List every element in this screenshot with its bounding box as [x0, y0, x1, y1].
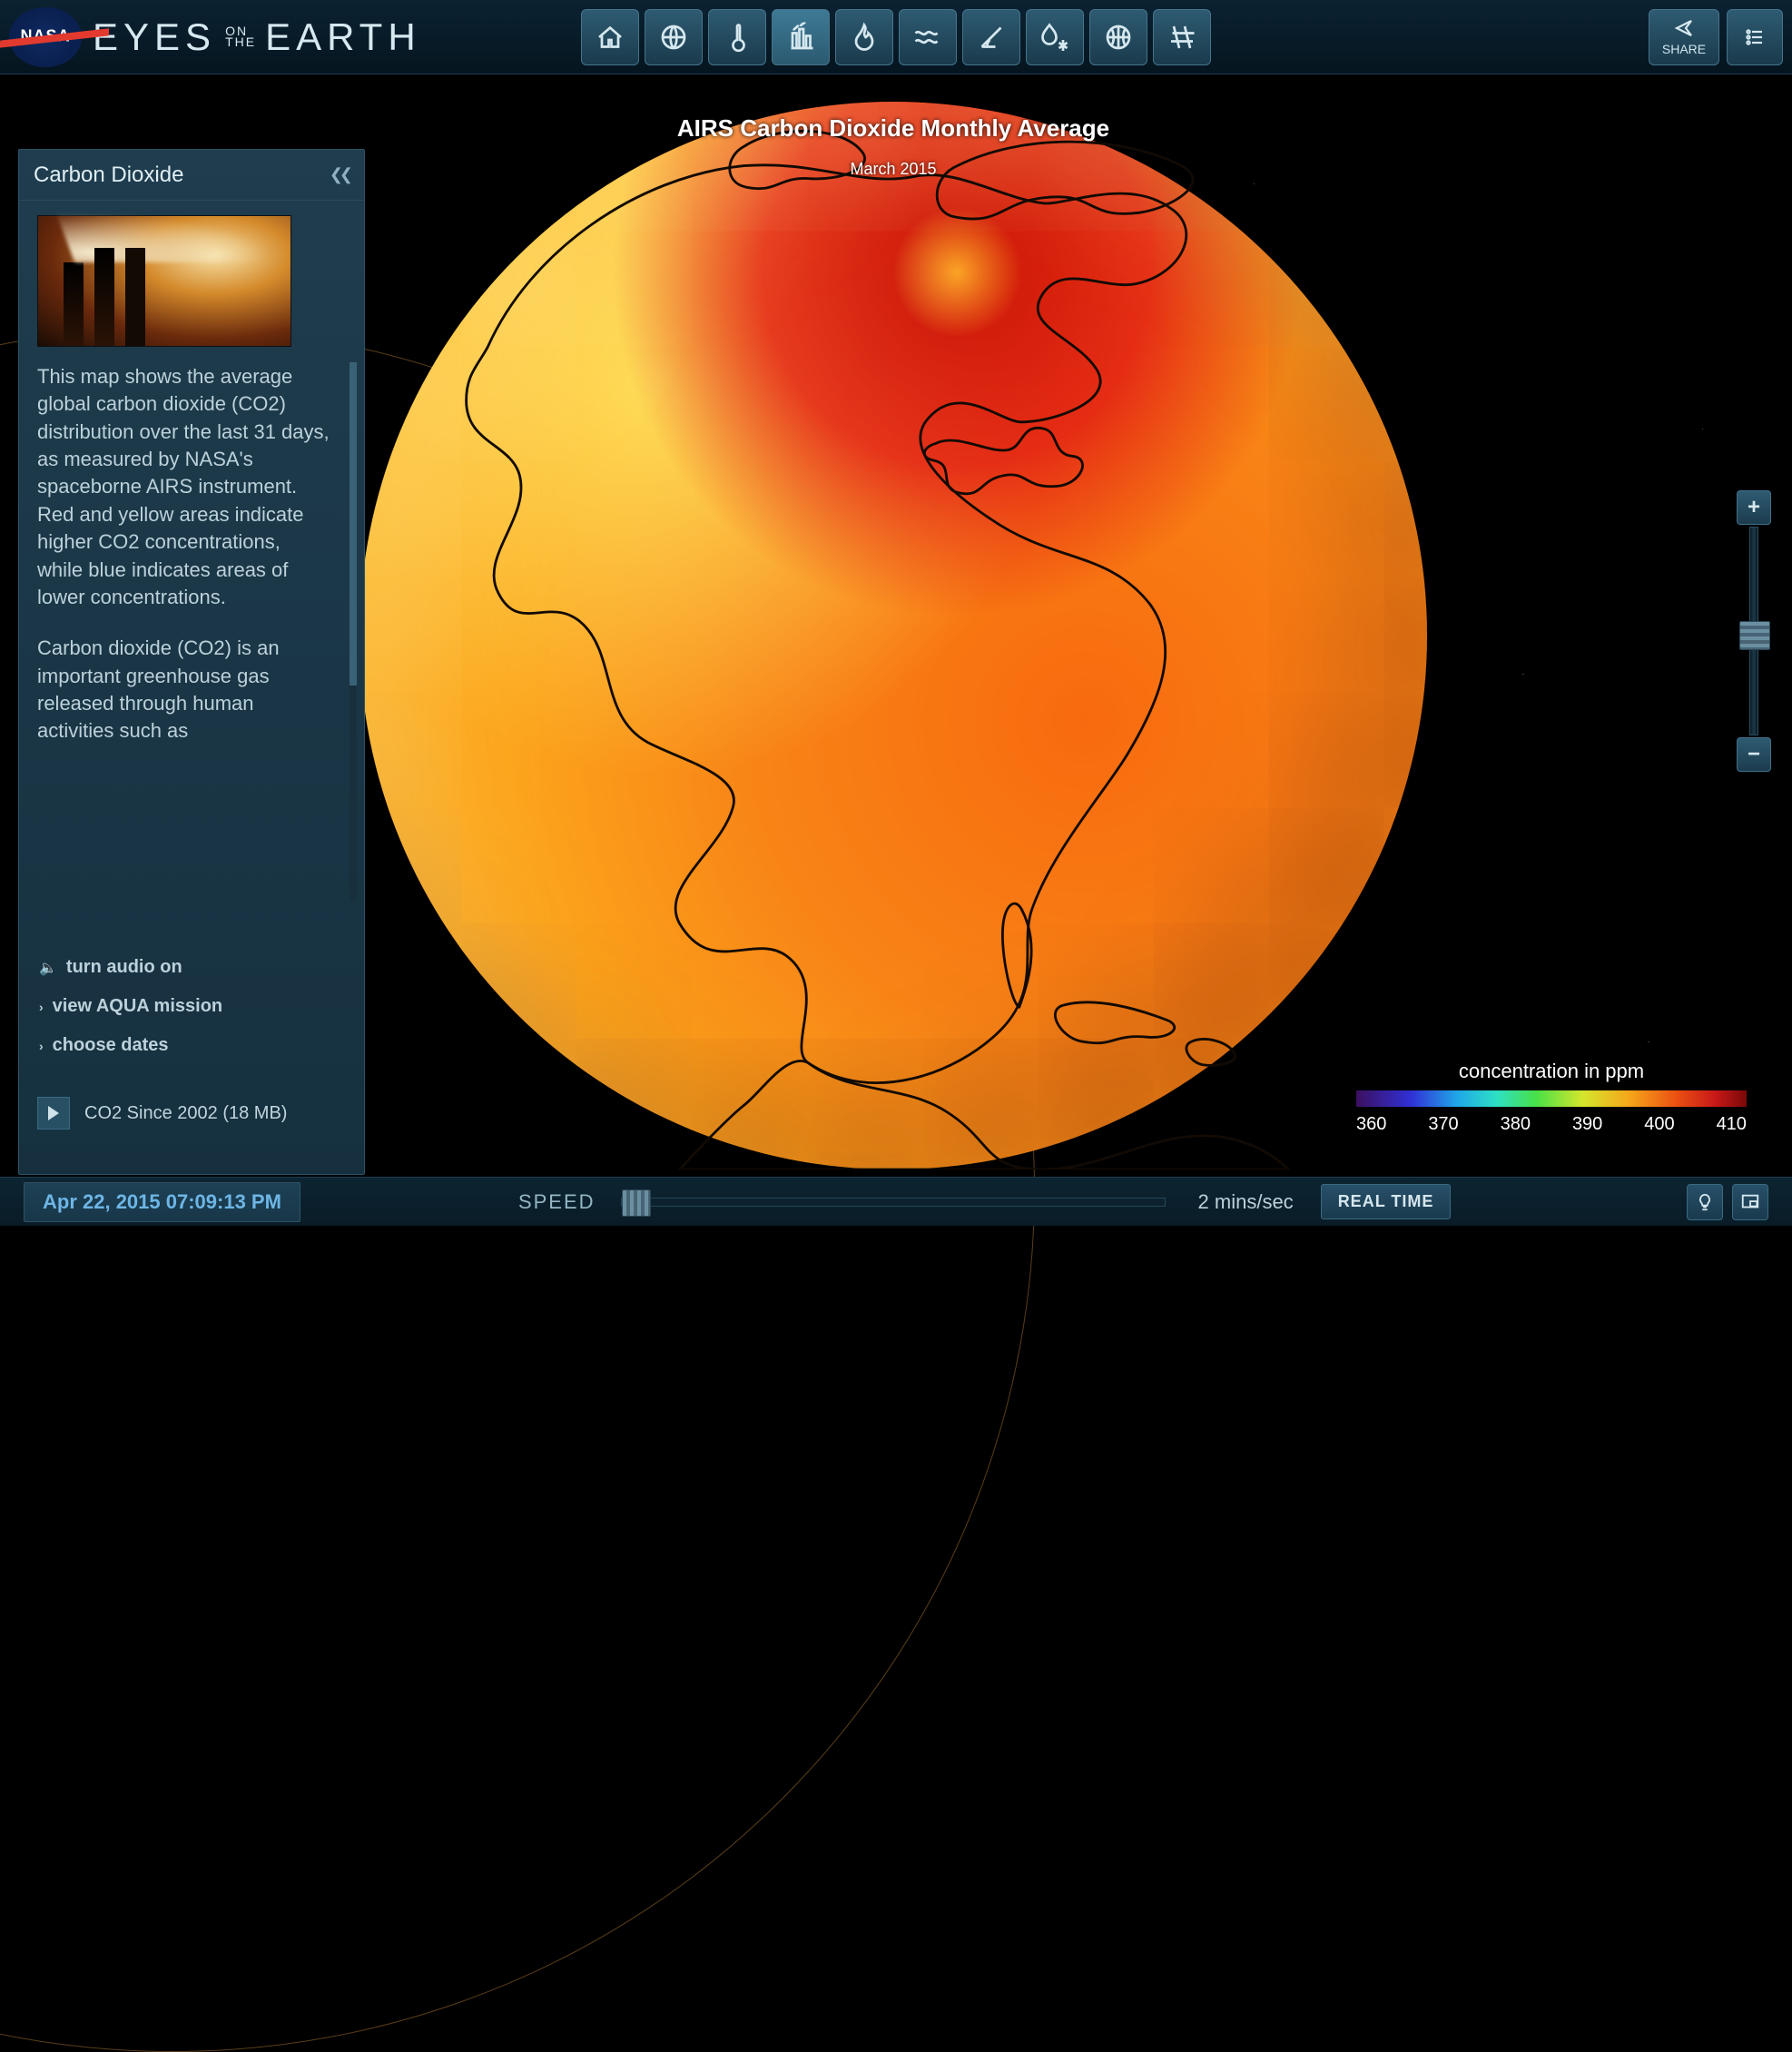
smokestack-icon — [784, 21, 817, 54]
droplet-snow-icon — [1039, 21, 1071, 54]
home-icon — [594, 21, 626, 54]
app-title: EYES ON THE EARTH — [93, 15, 421, 59]
panel-title: Carbon Dioxide — [34, 163, 183, 188]
menu-button[interactable] — [1727, 9, 1783, 65]
realtime-button[interactable]: REAL TIME — [1321, 1184, 1452, 1219]
audio-link-label: turn audio on — [66, 957, 182, 978]
toolbar-grid-globe-button[interactable] — [1089, 9, 1147, 65]
panel-thumbnail — [37, 215, 291, 347]
angle-icon — [975, 21, 1008, 54]
panel-scrollbar-thumb[interactable] — [350, 362, 357, 686]
legend-tick: 390 — [1572, 1114, 1602, 1135]
dates-link-label: choose dates — [53, 1035, 169, 1056]
toolbar-thermometer-button[interactable] — [708, 9, 766, 65]
panel-collapse-button[interactable]: ❮❮ — [330, 165, 350, 184]
side-panel: Carbon Dioxide ❮❮ This map shows the ave… — [18, 149, 365, 1175]
waves-icon — [911, 21, 944, 54]
panel-paragraph-2: Carbon dioxide (CO2) is an important gre… — [37, 635, 331, 745]
toolbar-tracks-button[interactable] — [1153, 9, 1211, 65]
globe-subtitle: March 2015 — [359, 160, 1427, 179]
logo-word-eyes: EYES — [93, 15, 216, 59]
mission-link-label: view AQUA mission — [53, 996, 222, 1017]
thermometer-icon — [721, 21, 753, 54]
menu-list-icon — [1741, 26, 1768, 48]
logo-word-earth: EARTH — [265, 15, 421, 59]
flame-icon — [848, 21, 881, 54]
top-toolbar: EYES ON THE EARTH SHARE — [0, 0, 1792, 74]
share-label: SHARE — [1662, 42, 1706, 56]
arrow-icon: › — [39, 1039, 44, 1053]
fullscreen-icon — [1740, 1192, 1760, 1212]
zoom-control: + − — [1732, 490, 1776, 772]
nasa-logo[interactable] — [9, 7, 82, 67]
legend-tick: 360 — [1356, 1114, 1386, 1135]
globe-title: AIRS Carbon Dioxide Monthly Average — [359, 114, 1427, 143]
share-icon — [1670, 17, 1698, 39]
legend-gradient — [1356, 1090, 1747, 1107]
zoom-slider-handle[interactable] — [1739, 621, 1770, 650]
panel-scrollbar-track[interactable] — [350, 362, 357, 902]
tracks-icon — [1166, 21, 1198, 54]
panel-description: This map shows the average global carbon… — [37, 363, 346, 769]
zoom-in-button[interactable]: + — [1737, 490, 1771, 525]
audio-toggle-link[interactable]: 🔈 turn audio on — [39, 948, 344, 987]
toolbar-home-button[interactable] — [581, 9, 639, 65]
legend-tick: 400 — [1644, 1114, 1674, 1135]
fullscreen-button[interactable] — [1732, 1184, 1768, 1220]
grid-globe-icon — [1102, 21, 1135, 54]
speed-slider-handle[interactable] — [622, 1189, 651, 1217]
bottom-toolbar: Apr 22, 2015 07:09:13 PM SPEED 2 mins/se… — [0, 1177, 1792, 1226]
legend-tick: 370 — [1428, 1114, 1458, 1135]
share-button[interactable]: SHARE — [1649, 9, 1719, 65]
play-button[interactable] — [37, 1097, 70, 1130]
logo-word-the: THE — [225, 37, 256, 48]
legend-tick: 380 — [1501, 1114, 1531, 1135]
speed-slider-track[interactable] — [621, 1198, 1166, 1207]
speaker-off-icon: 🔈 — [39, 959, 57, 977]
download-row: CO2 Since 2002 (18 MB) — [19, 1080, 364, 1147]
globe-icon — [657, 21, 690, 54]
toolbar-angle-button[interactable] — [962, 9, 1020, 65]
datetime-button[interactable]: Apr 22, 2015 07:09:13 PM — [24, 1182, 300, 1222]
zoom-out-button[interactable]: − — [1737, 737, 1771, 772]
download-label: CO2 Since 2002 (18 MB) — [84, 1103, 287, 1124]
view-mission-link[interactable]: › view AQUA mission — [39, 987, 344, 1026]
earth-globe[interactable]: AIRS Carbon Dioxide Monthly Average Marc… — [359, 102, 1427, 1169]
color-legend: concentration in ppm 360 370 380 390 400 410 — [1356, 1060, 1747, 1135]
speed-readout: 2 mins/sec — [1198, 1190, 1294, 1214]
lightbulb-icon — [1695, 1192, 1715, 1212]
toolbar-smokestack-button[interactable] — [772, 9, 830, 65]
toolbar-droplet-snow-button[interactable] — [1026, 9, 1084, 65]
legend-title: concentration in ppm — [1356, 1060, 1747, 1083]
panel-paragraph-1: This map shows the average global carbon… — [37, 363, 331, 611]
speed-label: SPEED — [518, 1190, 596, 1214]
toolbar-globe-button[interactable] — [645, 9, 703, 65]
continent-outlines — [359, 102, 1427, 1169]
arrow-icon: › — [39, 1000, 44, 1014]
zoom-slider-track[interactable] — [1749, 527, 1758, 735]
toolbar-flame-button[interactable] — [835, 9, 893, 65]
choose-dates-link[interactable]: › choose dates — [39, 1026, 344, 1065]
toolbar-waves-button[interactable] — [899, 9, 957, 65]
light-toggle-button[interactable] — [1687, 1184, 1723, 1220]
legend-tick: 410 — [1717, 1114, 1747, 1135]
